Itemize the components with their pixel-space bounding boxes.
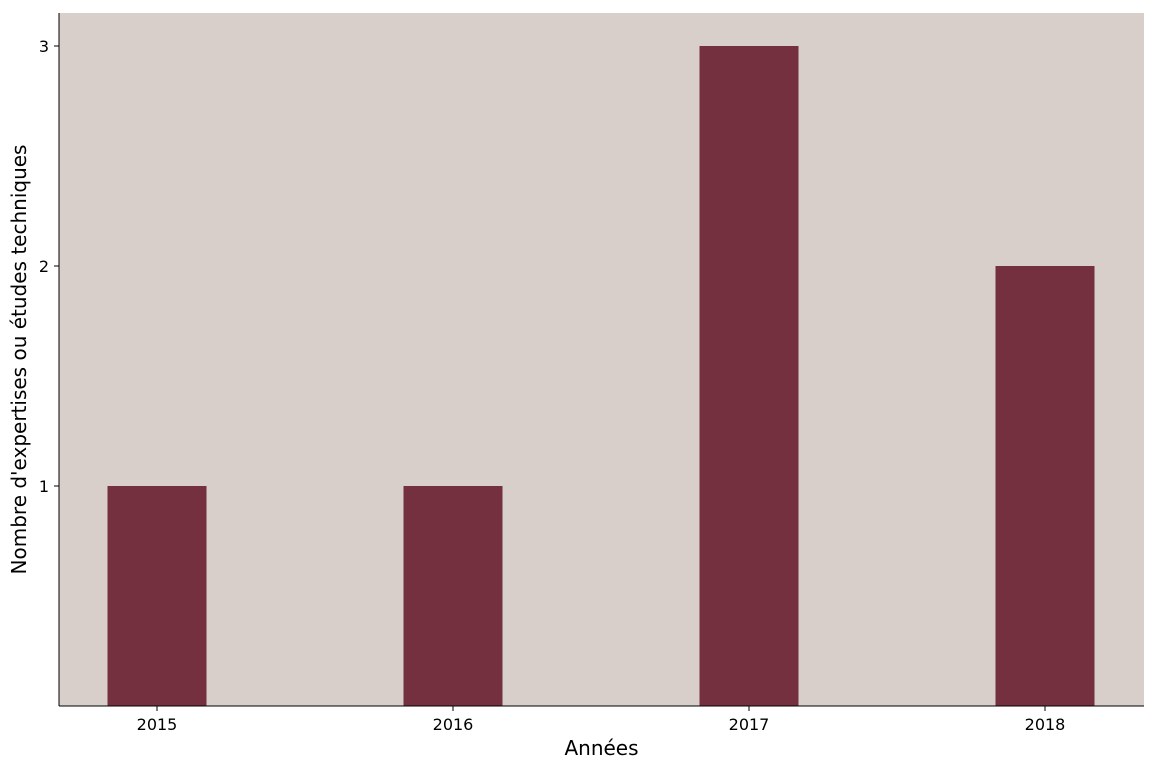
bars-group <box>107 46 1095 706</box>
bar-2018 <box>995 266 1095 706</box>
y-axis-title: Nombre d'expertises ou études techniques <box>7 145 31 575</box>
bar-2017 <box>699 46 799 706</box>
x-tick-label: 2016 <box>433 715 474 734</box>
bar-2016 <box>403 486 503 706</box>
y-tick-label: 3 <box>39 37 49 56</box>
y-tick-label: 1 <box>39 477 49 496</box>
x-ticks-group: 2015 2016 2017 2018 <box>137 706 1066 734</box>
plot-background <box>59 13 1144 706</box>
x-tick-label: 2015 <box>137 715 178 734</box>
x-axis-title: Années <box>564 736 638 760</box>
y-tick-label: 2 <box>39 257 49 276</box>
x-tick-label: 2018 <box>1025 715 1066 734</box>
y-ticks-group: 1 2 3 <box>39 37 59 496</box>
x-tick-label: 2017 <box>729 715 770 734</box>
bar-2015 <box>107 486 207 706</box>
